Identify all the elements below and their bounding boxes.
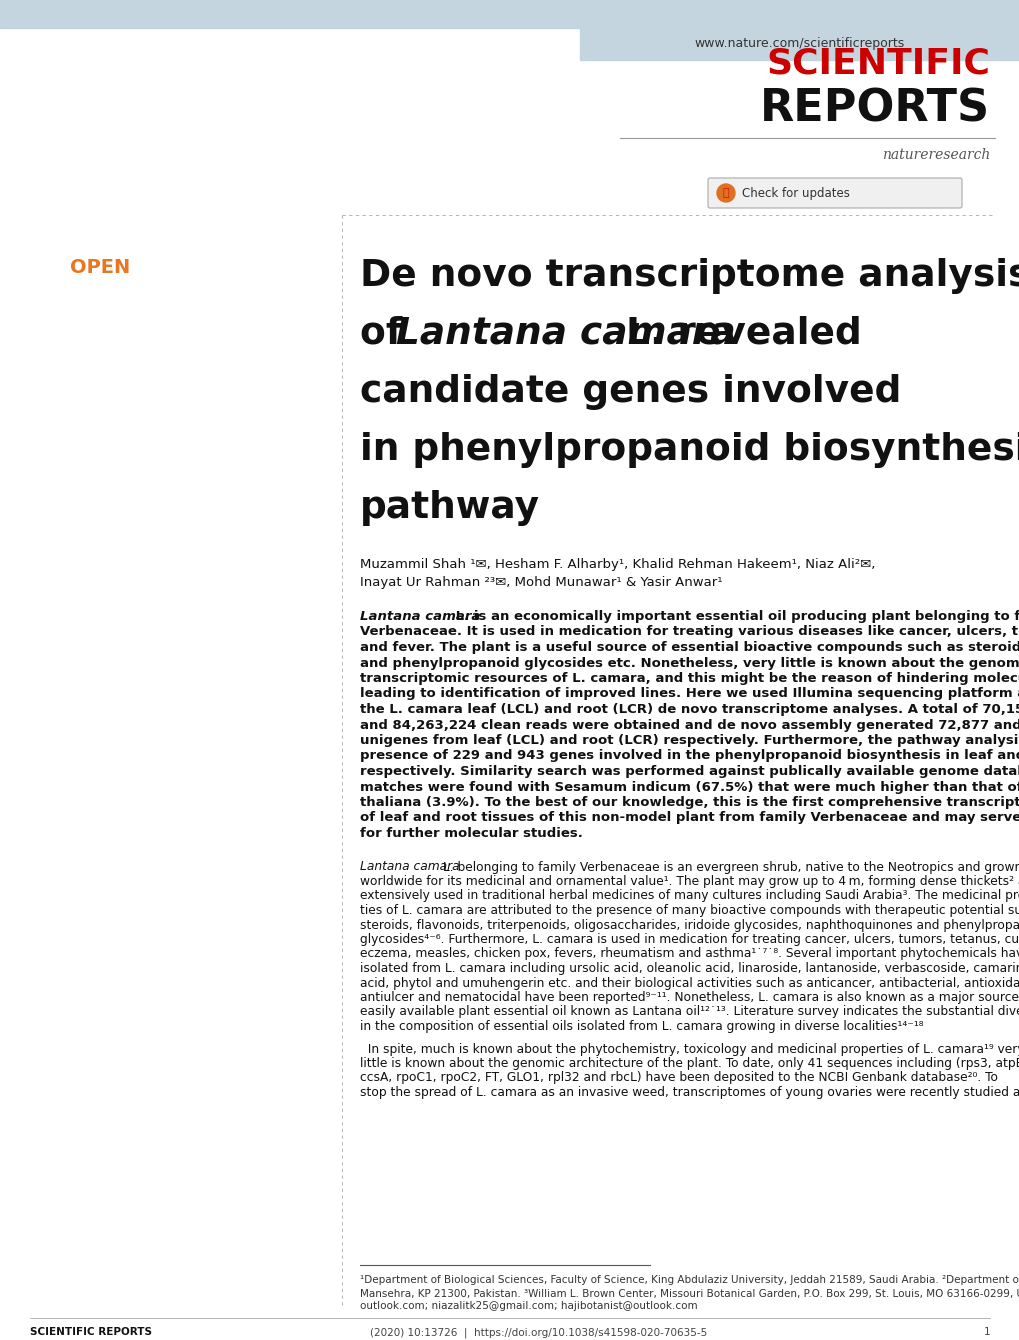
FancyBboxPatch shape bbox=[707, 178, 961, 208]
Text: candidate genes involved: candidate genes involved bbox=[360, 374, 901, 410]
Text: thaliana (3.9%). To the best of our knowledge, this is the first comprehensive t: thaliana (3.9%). To the best of our know… bbox=[360, 796, 1019, 809]
Text: outlook.com; niazalitk25@gmail.com; hajibotanist@outlook.com: outlook.com; niazalitk25@gmail.com; haji… bbox=[360, 1301, 697, 1311]
Text: L. is an economically important essential oil producing plant belonging to famil: L. is an economically important essentia… bbox=[450, 610, 1019, 623]
Text: leading to identification of improved lines. Here we used Illumina sequencing pl: leading to identification of improved li… bbox=[360, 687, 1019, 701]
Text: unigenes from leaf (LCL) and root (LCR) respectively. Furthermore, the pathway a: unigenes from leaf (LCL) and root (LCR) … bbox=[360, 734, 1019, 746]
Text: matches were found with Sesamum indicum (67.5%) that were much higher than that : matches were found with Sesamum indicum … bbox=[360, 780, 1019, 793]
Text: Inayat Ur Rahman ²³✉, Mohd Munawar¹ & Yasir Anwar¹: Inayat Ur Rahman ²³✉, Mohd Munawar¹ & Ya… bbox=[360, 576, 721, 590]
Text: Verbenaceae. It is used in medication for treating various diseases like cancer,: Verbenaceae. It is used in medication fo… bbox=[360, 626, 1019, 638]
Text: In spite, much is known about the phytochemistry, toxicology and medicinal prope: In spite, much is known about the phytoc… bbox=[360, 1043, 1019, 1056]
Text: Mansehra, KP 21300, Pakistan. ³William L. Brown Center, Missouri Botanical Garde: Mansehra, KP 21300, Pakistan. ³William L… bbox=[360, 1288, 1019, 1298]
Text: OPEN: OPEN bbox=[70, 259, 130, 277]
Text: Lantana camara: Lantana camara bbox=[360, 610, 480, 623]
Text: Check for updates: Check for updates bbox=[741, 186, 849, 200]
Text: De novo transcriptome analysis: De novo transcriptome analysis bbox=[360, 259, 1019, 293]
Text: and 84,263,224 clean reads were obtained and de novo assembly generated 72,877 a: and 84,263,224 clean reads were obtained… bbox=[360, 718, 1019, 732]
Text: ties of L. camara are attributed to the presence of many bioactive compounds wit: ties of L. camara are attributed to the … bbox=[360, 905, 1019, 917]
Text: www.nature.com/scientificreports: www.nature.com/scientificreports bbox=[694, 38, 904, 51]
Text: presence of 229 and 943 genes involved in the phenylpropanoid biosynthesis in le: presence of 229 and 943 genes involved i… bbox=[360, 749, 1019, 762]
Text: SCIENTIFIC: SCIENTIFIC bbox=[765, 46, 989, 80]
Text: ¹Department of Biological Sciences, Faculty of Science, King Abdulaziz Universit: ¹Department of Biological Sciences, Facu… bbox=[360, 1274, 1019, 1285]
Text: antiulcer and nematocidal have been reported⁹⁻¹¹. Nonetheless, L. camara is also: antiulcer and nematocidal have been repo… bbox=[360, 992, 1019, 1004]
Text: and phenylpropanoid glycosides etc. Nonetheless, very little is known about the : and phenylpropanoid glycosides etc. None… bbox=[360, 657, 1019, 670]
Text: in the composition of essential oils isolated from L. camara growing in diverse : in the composition of essential oils iso… bbox=[360, 1020, 922, 1033]
Text: transcriptomic resources of L. camara, and this might be the reason of hindering: transcriptomic resources of L. camara, a… bbox=[360, 671, 1019, 685]
Text: Lantana camara: Lantana camara bbox=[395, 316, 735, 352]
Text: L. belonging to family Verbenaceae is an evergreen shrub, native to the Neotropi: L. belonging to family Verbenaceae is an… bbox=[438, 860, 1019, 874]
Text: respectively. Similarity search was performed against publically available genom: respectively. Similarity search was perf… bbox=[360, 765, 1019, 779]
Text: pathway: pathway bbox=[360, 490, 540, 527]
Text: acid, phytol and umuhengerin etc. and their biological activities such as antica: acid, phytol and umuhengerin etc. and th… bbox=[360, 977, 1019, 989]
Circle shape bbox=[716, 184, 735, 202]
Text: extensively used in traditional herbal medicines of many cultures including Saud: extensively used in traditional herbal m… bbox=[360, 890, 1019, 903]
Text: stop the spread of L. camara as an invasive weed, transcriptomes of young ovarie: stop the spread of L. camara as an invas… bbox=[360, 1085, 1019, 1099]
Text: Muzammil Shah ¹✉, Hesham F. Alharby¹, Khalid Rehman Hakeem¹, Niaz Ali²✉,: Muzammil Shah ¹✉, Hesham F. Alharby¹, Kh… bbox=[360, 557, 874, 571]
Text: natureresearch: natureresearch bbox=[880, 147, 989, 162]
Text: of leaf and root tissues of this non-model plant from family Verbenaceae and may: of leaf and root tissues of this non-mod… bbox=[360, 812, 1019, 824]
Text: for further molecular studies.: for further molecular studies. bbox=[360, 827, 582, 840]
Bar bbox=[0, 0, 1019, 28]
Text: ⧉: ⧉ bbox=[722, 188, 729, 198]
Text: 1: 1 bbox=[982, 1327, 989, 1337]
Text: the L. camara leaf (LCL) and root (LCR) de novo transcriptome analyses. A total : the L. camara leaf (LCL) and root (LCR) … bbox=[360, 704, 1019, 716]
Text: little is known about the genomic architecture of the plant. To date, only 41 se: little is known about the genomic archit… bbox=[360, 1057, 1019, 1071]
Bar bbox=[580, 28, 1019, 60]
Text: REPORTS: REPORTS bbox=[759, 87, 989, 130]
Text: eczema, measles, chicken pox, fevers, rheumatism and asthma¹˙⁷˙⁸. Several import: eczema, measles, chicken pox, fevers, rh… bbox=[360, 947, 1019, 961]
Text: worldwide for its medicinal and ornamental value¹. The plant may grow up to 4 m,: worldwide for its medicinal and ornament… bbox=[360, 875, 1019, 888]
Text: steroids, flavonoids, triterpenoids, oligosaccharides, iridoide glycosides, naph: steroids, flavonoids, triterpenoids, oli… bbox=[360, 918, 1019, 931]
Text: L. revealed: L. revealed bbox=[612, 316, 861, 352]
Text: Lantana camara: Lantana camara bbox=[360, 860, 460, 874]
Text: (2020) 10:13726  |  https://doi.org/10.1038/s41598-020-70635-5: (2020) 10:13726 | https://doi.org/10.103… bbox=[370, 1327, 706, 1337]
Text: isolated from L. camara including ursolic acid, oleanolic acid, linaroside, lant: isolated from L. camara including ursoli… bbox=[360, 962, 1019, 976]
Text: in phenylpropanoid biosynthesis: in phenylpropanoid biosynthesis bbox=[360, 431, 1019, 468]
Text: of: of bbox=[360, 316, 415, 352]
Text: SCIENTIFIC REPORTS: SCIENTIFIC REPORTS bbox=[30, 1327, 152, 1337]
Text: ccsA, rpoC1, rpoC2, FT, GLO1, rpl32 and rbcL) have been deposited to the NCBI Ge: ccsA, rpoC1, rpoC2, FT, GLO1, rpl32 and … bbox=[360, 1072, 997, 1084]
Text: easily available plant essential oil known as Lantana oil¹²˙¹³. Literature surve: easily available plant essential oil kno… bbox=[360, 1005, 1019, 1018]
Text: glycosides⁴⁻⁶. Furthermore, L. camara is used in medication for treating cancer,: glycosides⁴⁻⁶. Furthermore, L. camara is… bbox=[360, 933, 1019, 946]
Text: and fever. The plant is a useful source of essential bioactive compounds such as: and fever. The plant is a useful source … bbox=[360, 641, 1019, 654]
